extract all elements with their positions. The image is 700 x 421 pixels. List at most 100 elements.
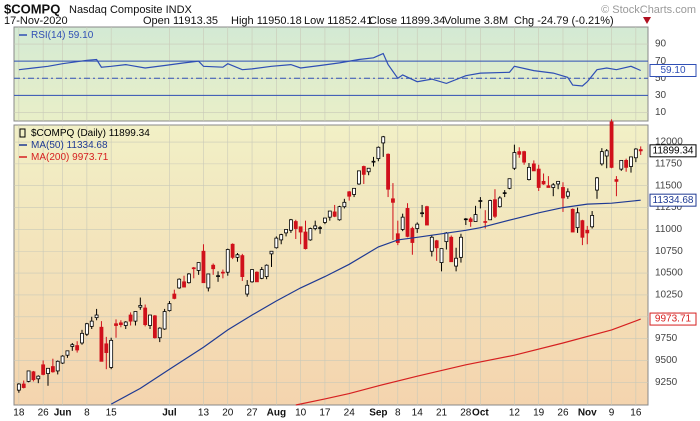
candle-body <box>89 320 94 327</box>
candle-body <box>157 327 162 339</box>
candle-body <box>395 233 400 243</box>
candle-body <box>240 255 245 277</box>
y-tick-label: 11000 <box>655 224 683 235</box>
stat: Low 11852.41 <box>304 15 372 27</box>
y-tick-label: 12000 <box>655 137 683 148</box>
candle-body <box>31 371 36 381</box>
candle-body <box>595 177 599 191</box>
candle-body <box>444 232 449 243</box>
candle-body <box>570 208 575 233</box>
y-tick-label: 9250 <box>655 377 678 388</box>
stat: Volume 3.8M <box>444 15 508 27</box>
candle-body <box>313 225 318 229</box>
stat-value: 11950.18 <box>257 15 302 27</box>
candle-body <box>75 345 80 351</box>
candle-body <box>556 180 561 185</box>
candle-body <box>26 370 31 382</box>
x-tick-label: 9 <box>609 408 615 419</box>
candle-body <box>527 166 531 181</box>
stat-value: 3.8M <box>484 15 508 27</box>
candle-body <box>182 281 186 288</box>
y-tick-label: 9500 <box>655 355 678 366</box>
x-tick-label: 26 <box>557 408 569 419</box>
candle-body <box>191 267 196 270</box>
candle-body <box>206 273 211 289</box>
legend-entry: MA(50) 11334.68 <box>31 140 108 151</box>
price-tag <box>649 193 697 207</box>
candle-body <box>633 148 638 159</box>
index-name: Nasdaq Composite INDX <box>69 4 193 16</box>
x-tick-label: 14 <box>412 408 424 419</box>
x-tick-label: 18 <box>13 408 25 419</box>
candle-body <box>415 223 420 229</box>
candle-body <box>201 250 206 284</box>
price-tag-label: 11899.34 <box>653 145 694 156</box>
stats: Open 11913.35 High 11950.18 Low 11852.41Cl… <box>143 15 614 27</box>
stat: Close 11899.34 <box>369 15 445 27</box>
candle-body <box>522 151 527 163</box>
candle-body <box>517 151 522 155</box>
x-tick-label: Oct <box>472 408 489 419</box>
stat-label: Low <box>304 15 324 27</box>
legend-entry: $COMPQ (Daily) 11899.34 <box>31 128 150 139</box>
candle-body <box>274 237 279 249</box>
stat-value: 11913.35 <box>173 15 218 27</box>
candle-body <box>488 200 493 221</box>
price-tag <box>649 312 697 326</box>
candle-body <box>60 355 65 364</box>
candle-body <box>507 178 512 189</box>
candle-body <box>220 271 225 274</box>
candle-body <box>269 250 274 255</box>
candle-body <box>41 364 46 375</box>
candle-body <box>298 226 303 233</box>
candle-body <box>196 262 201 271</box>
candle-body <box>138 305 143 308</box>
y-tick-label: 9750 <box>655 333 678 344</box>
legend-name: MA(200) <box>31 152 69 163</box>
candle-body <box>619 159 624 170</box>
candle-body <box>128 314 133 322</box>
candle-body <box>434 240 439 249</box>
candle-body <box>454 257 459 267</box>
candle-body <box>337 206 342 221</box>
candle-body <box>483 221 488 223</box>
candle-body <box>580 220 585 238</box>
candle-body <box>405 208 410 237</box>
candle-body <box>352 187 356 195</box>
candle-body <box>293 221 298 229</box>
y-tick-label: 10250 <box>655 290 683 301</box>
candle-body <box>94 314 99 319</box>
line <box>110 199 641 405</box>
y-tick-label: 10750 <box>655 246 683 257</box>
candle-body <box>357 170 361 185</box>
y-tick-label: 30 <box>655 90 667 101</box>
line <box>18 52 641 87</box>
candle-body <box>65 350 70 356</box>
candle-body <box>308 228 313 241</box>
y-tick-label: 50 <box>655 73 667 84</box>
candle-body <box>478 200 483 202</box>
candle-body <box>70 344 75 347</box>
candle-body <box>36 375 41 380</box>
candle-body <box>400 216 405 230</box>
candle-body <box>143 307 148 326</box>
stat: High 11950.18 <box>231 15 302 27</box>
price-tag-label: 11334.68 <box>653 195 694 206</box>
candle-body <box>167 303 172 312</box>
x-tick-label: 20 <box>222 408 234 419</box>
x-tick-label: 10 <box>295 408 307 419</box>
candle-body <box>391 198 395 203</box>
x-tick-label: 13 <box>198 408 210 419</box>
candle-body <box>531 163 536 172</box>
candle-body <box>638 149 643 152</box>
candle-body <box>50 366 55 373</box>
stat-label: High <box>231 15 254 27</box>
candle-body <box>133 311 138 322</box>
candle-body <box>347 191 352 197</box>
candle-body <box>575 212 580 229</box>
candle-body <box>84 323 89 335</box>
candle-body <box>332 211 337 217</box>
candle-body <box>493 199 497 217</box>
stat-value: 11899.34 <box>400 15 445 27</box>
watermark: © StockCharts.com <box>601 4 696 16</box>
